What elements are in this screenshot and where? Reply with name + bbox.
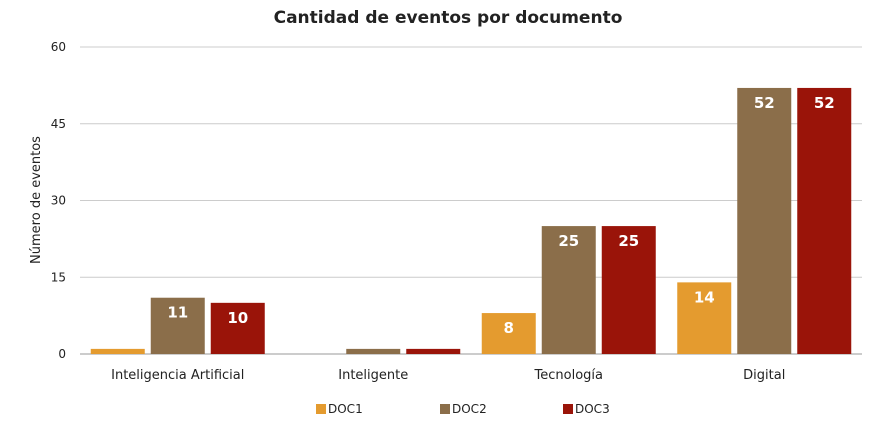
bar-doc3 xyxy=(601,226,656,354)
legend-swatch xyxy=(316,404,326,414)
x-tick-label: Tecnología xyxy=(534,368,603,383)
chart-title: Cantidad de eventos por documento xyxy=(273,8,623,28)
bar-doc3 xyxy=(406,348,461,354)
bar-doc1 xyxy=(677,282,732,354)
y-tick-label: 0 xyxy=(58,347,66,361)
bar-doc2 xyxy=(541,226,596,354)
axes: Número de eventos 0 15 30 45 60 Inteligencia … xyxy=(29,40,785,383)
data-labels: 11 10 8 25 25 14 52 52 xyxy=(167,94,834,337)
legend-label: DOC2 xyxy=(452,402,487,416)
y-tick-label: 60 xyxy=(51,40,66,54)
bar-doc2 xyxy=(346,348,401,354)
x-tick-label: Inteligente xyxy=(338,368,408,383)
bars xyxy=(90,87,852,354)
bar-doc1 xyxy=(90,348,145,354)
data-label: 8 xyxy=(504,319,514,337)
bar-doc2 xyxy=(150,297,205,354)
data-label: 11 xyxy=(167,304,188,322)
y-tick-label: 45 xyxy=(51,117,66,131)
data-label: 52 xyxy=(814,94,835,112)
data-label: 10 xyxy=(227,309,248,327)
data-label: 25 xyxy=(618,232,639,250)
data-label: 25 xyxy=(558,232,579,250)
gridlines xyxy=(80,46,862,355)
y-tick-label: 15 xyxy=(51,270,66,284)
legend-label: DOC1 xyxy=(328,402,363,416)
data-label: 14 xyxy=(694,288,715,306)
bar-doc3 xyxy=(797,87,852,354)
legend-swatch xyxy=(440,404,450,414)
x-tick-label: Digital xyxy=(743,368,785,383)
x-tick-label: Inteligencia Artificial xyxy=(111,368,244,383)
y-tick-label: 30 xyxy=(51,194,66,208)
bar-doc3 xyxy=(210,302,265,354)
data-label: 52 xyxy=(754,94,775,112)
y-axis-title: Número de eventos xyxy=(29,136,44,264)
legend-label: DOC3 xyxy=(575,402,610,416)
bar-doc1 xyxy=(481,313,536,354)
legend: DOC1 DOC2 DOC3 xyxy=(316,402,610,416)
legend-swatch xyxy=(563,404,573,414)
bar-doc2 xyxy=(737,87,792,354)
